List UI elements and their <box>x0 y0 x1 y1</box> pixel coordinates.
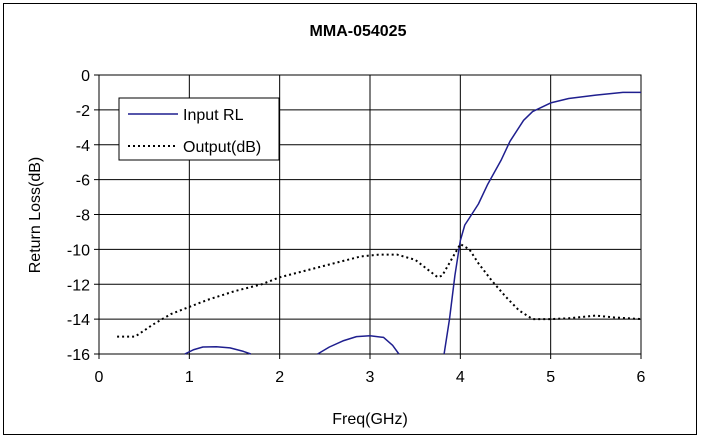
y-tick-label: -10 <box>67 242 90 259</box>
x-tick-label: 6 <box>637 369 646 386</box>
y-tick-label: -4 <box>76 138 90 155</box>
legend-box <box>118 97 280 161</box>
y-tick-label: -12 <box>67 277 90 294</box>
y-tick-label: -16 <box>67 347 90 364</box>
y-tick-label: 0 <box>81 68 90 85</box>
x-tick-label: 2 <box>275 369 284 386</box>
series-line-input-rl <box>443 91 641 355</box>
y-tick-label: -8 <box>76 208 90 225</box>
y-tick-label: -14 <box>67 312 90 329</box>
legend: Input RL Output(dB) <box>118 97 280 161</box>
x-axis-label: Freq(GHz) <box>332 411 408 428</box>
x-tick-label: 5 <box>546 369 555 386</box>
y-axis-label: Return Loss(dB) <box>27 157 44 274</box>
x-tick-label: 0 <box>95 369 104 386</box>
x-tick-label: 3 <box>366 369 375 386</box>
series-lines <box>117 91 642 355</box>
series-line-input-rl <box>317 334 400 355</box>
x-tick-label: 1 <box>185 369 194 386</box>
y-tick-label: -6 <box>76 173 90 190</box>
chart-title: MMA-054025 <box>310 23 407 40</box>
x-tick-label: 4 <box>456 369 465 386</box>
series-line-input-rl <box>184 345 252 355</box>
axis-ticks: 0 -2 -4 -6 -8 -10 -12 -14 -16 0 1 2 3 4 5 6 <box>67 68 646 386</box>
series-line-output-db <box>117 243 642 338</box>
legend-label-output-db: Output(dB) <box>183 139 261 156</box>
y-tick-label: -2 <box>76 103 90 120</box>
legend-label-input-rl: Input RL <box>183 107 244 124</box>
